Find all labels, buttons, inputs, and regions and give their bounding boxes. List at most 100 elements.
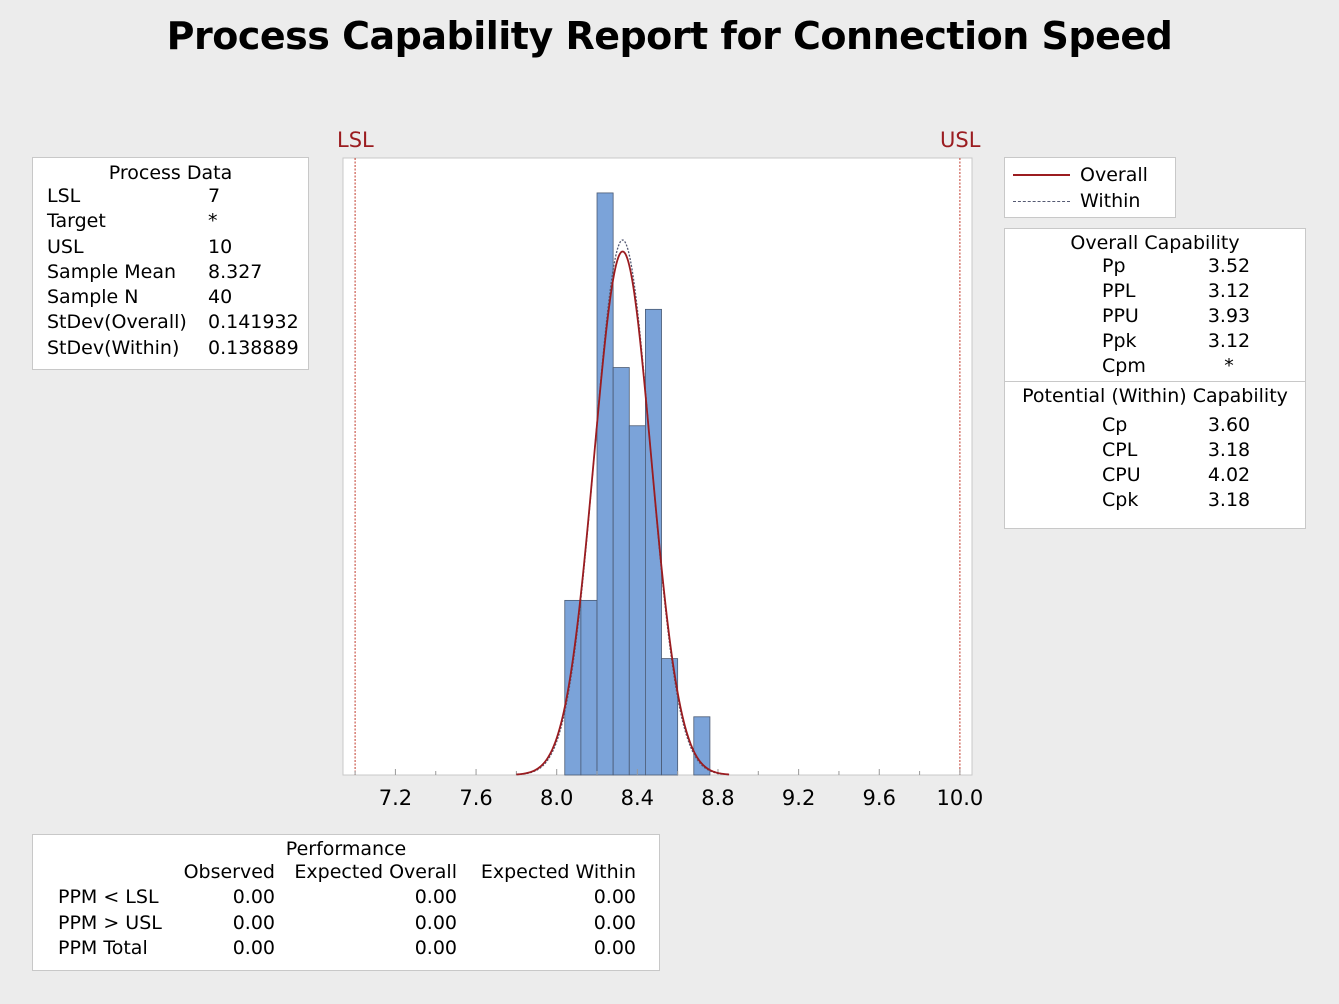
histogram-bar xyxy=(693,716,711,776)
row-value: 3.12 xyxy=(1207,280,1251,302)
table-row: PPL 3.12 xyxy=(1005,279,1305,304)
table-row: PPU 3.93 xyxy=(1005,304,1305,329)
table-row: Cpk 3.18 xyxy=(1005,488,1305,513)
row-label: PPM Total xyxy=(58,936,148,959)
x-tick-label: 8.8 xyxy=(701,786,734,810)
table-row: PPM Total 0.00 0.00 0.00 xyxy=(33,936,659,961)
row-value: 0.00 xyxy=(414,911,457,934)
row-label: Target xyxy=(47,210,106,233)
x-tick-label: 9.2 xyxy=(782,786,815,810)
row-label: Cp xyxy=(1102,414,1128,436)
row-value: 10 xyxy=(208,235,233,258)
row-value: 3.18 xyxy=(1207,439,1251,461)
legend: Overall Within xyxy=(1004,157,1176,218)
row-value: 0.00 xyxy=(593,936,636,959)
row-label: CPU xyxy=(1102,464,1141,486)
process-data-table: Process Data LSL 7 Target * USL 10 Sample Mean… xyxy=(32,157,309,370)
table-row: LSL 7 xyxy=(47,184,308,209)
table-row: Ppk 3.12 xyxy=(1005,329,1305,354)
row-label: PPM < LSL xyxy=(58,886,159,909)
row-label: Sample N xyxy=(47,286,139,309)
legend-within-label: Within xyxy=(1080,190,1141,212)
usl-label: USL xyxy=(940,128,981,152)
row-value: 3.93 xyxy=(1207,305,1251,327)
table-row: PPM < LSL 0.00 0.00 0.00 xyxy=(33,885,659,910)
within-line-swatch xyxy=(1013,200,1070,202)
row-value: 4.02 xyxy=(1207,464,1251,486)
table-row: StDev(Overall) 0.141932 xyxy=(47,310,308,335)
row-value: * xyxy=(208,210,218,233)
row-value: * xyxy=(1224,355,1234,377)
row-value: 0.00 xyxy=(593,911,636,934)
x-tick-label: 10.0 xyxy=(937,786,984,810)
table-row: Sample Mean 8.327 xyxy=(47,260,308,285)
row-value: 40 xyxy=(208,286,233,309)
x-tick-label: 9.6 xyxy=(863,786,896,810)
row-value: 8.327 xyxy=(208,260,263,283)
table-row: StDev(Within) 0.138889 xyxy=(47,336,308,361)
row-label: Pp xyxy=(1102,255,1126,277)
histogram-bar xyxy=(612,367,630,776)
row-value: 3.12 xyxy=(1207,330,1251,352)
table-row: Pp 3.52 xyxy=(1005,254,1305,279)
row-value: 0.00 xyxy=(414,886,457,909)
x-tick-label: 7.2 xyxy=(379,786,412,810)
row-value: 3.60 xyxy=(1207,414,1251,436)
report-title: Process Capability Report for Connection… xyxy=(166,14,1173,58)
column-header xyxy=(33,860,183,885)
table-row: Target * xyxy=(47,209,308,234)
overall-line-swatch xyxy=(1013,174,1070,176)
row-label: CPL xyxy=(1102,439,1138,461)
capability-divider xyxy=(1005,381,1305,382)
table-row: Cpm * xyxy=(1005,354,1305,379)
histogram-bar xyxy=(645,308,662,776)
x-tick-label: 7.6 xyxy=(459,786,492,810)
performance-table: Performance Observed Expected Overall Expe… xyxy=(32,834,660,971)
lsl-label: LSL xyxy=(337,128,374,152)
row-label: Cpk xyxy=(1102,489,1139,511)
x-tick-label: 8.0 xyxy=(540,786,573,810)
row-label: Ppk xyxy=(1102,330,1137,352)
row-value: 0.141932 xyxy=(208,311,299,334)
table-row: Cp 3.60 xyxy=(1005,413,1305,438)
legend-overall-label: Overall xyxy=(1080,164,1148,186)
row-value: 7 xyxy=(208,185,221,207)
row-value: 3.18 xyxy=(1207,489,1251,511)
table-row: CPU 4.02 xyxy=(1005,463,1305,488)
row-label: StDev(Within) xyxy=(47,336,180,359)
column-header: Expected Within xyxy=(480,861,636,883)
row-value: 0.00 xyxy=(232,936,275,959)
legend-item-overall: Overall xyxy=(1013,162,1175,188)
within-curve xyxy=(516,239,730,776)
process-data-header: Process Data xyxy=(108,162,233,184)
potential-capability-header: Potential (Within) Capability xyxy=(1022,385,1288,407)
row-value: 0.00 xyxy=(232,911,275,934)
column-header: Expected Overall xyxy=(294,861,457,883)
row-label: Cpm xyxy=(1102,355,1146,377)
histogram-bar xyxy=(596,192,614,776)
histogram-bar xyxy=(580,599,598,776)
row-label: PPU xyxy=(1102,305,1139,327)
column-header: Observed xyxy=(183,861,275,883)
table-row: CPL 3.18 xyxy=(1005,438,1305,463)
table-row: Observed Expected Overall Expected Within xyxy=(33,860,659,885)
overall-curve xyxy=(516,250,730,776)
row-label: LSL xyxy=(47,185,81,207)
row-label: PPL xyxy=(1102,280,1136,302)
row-value: 3.52 xyxy=(1207,255,1251,277)
row-value: 0.00 xyxy=(593,886,636,909)
row-label: StDev(Overall) xyxy=(47,311,187,334)
row-label: USL xyxy=(47,235,84,258)
histogram-bar xyxy=(628,425,646,776)
row-value: 0.00 xyxy=(232,886,275,909)
row-label: Sample Mean xyxy=(47,260,177,283)
x-tick-label: 8.4 xyxy=(621,786,654,810)
histogram-bar xyxy=(564,599,582,776)
legend-item-within: Within xyxy=(1013,188,1175,214)
row-value: 0.138889 xyxy=(208,336,299,359)
table-row: USL 10 xyxy=(47,235,308,260)
table-row: Sample N 40 xyxy=(47,285,308,310)
row-label: PPM > USL xyxy=(58,911,162,934)
histogram-bar xyxy=(661,658,679,776)
